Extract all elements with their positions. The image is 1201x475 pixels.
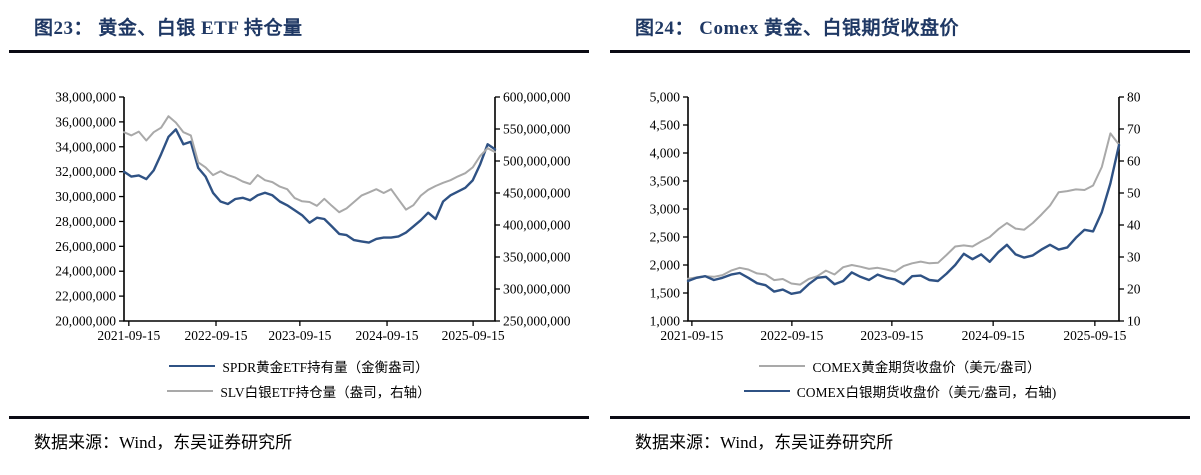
- left-axis-tick-label: 26,000,000: [55, 239, 116, 254]
- figure-24-title-rule: [610, 50, 1190, 53]
- figure-23: 图23： 黄金、白银 ETF 持仓量 38,000,000 36,000,000 3…: [9, 14, 589, 453]
- legend-label: COMEX白银期货收盘价（美元/盎司，右轴): [796, 384, 1057, 400]
- right-axis-tick-label: 400,000,000: [503, 218, 571, 233]
- right-axis-tick-label: 250,000,000: [503, 314, 571, 329]
- right-axis-tick-label: 450,000,000: [503, 186, 571, 201]
- x-axis-tick-label: 2022-09-15: [760, 328, 823, 343]
- figure-24-data-source: 数据来源：Wind，东吴证券研究所: [635, 433, 894, 452]
- series-line: [123, 115, 496, 214]
- legend-item-spdr-gold: SPDR黄金ETF持有量（金衡盎司）: [9, 353, 589, 378]
- figure-23-legend: SPDR黄金ETF持有量（金衡盎司） SLV白银ETF持仓量（盎司，右轴）: [9, 353, 589, 403]
- x-axis-tick-label: 2025-09-15: [442, 328, 505, 343]
- left-axis-tick-label: 20,000,000: [55, 314, 116, 329]
- left-axis-tick-label: 3,500: [650, 174, 681, 189]
- legend-item-comex-silver: COMEX白银期货收盘价（美元/盎司，右轴): [610, 378, 1190, 403]
- right-axis-tick-label: 70: [1127, 122, 1141, 137]
- left-axis-tick-label: 32,000,000: [55, 164, 116, 179]
- right-axis-tick-label: 20: [1127, 282, 1141, 297]
- left-axis-tick-label: 4,500: [650, 118, 681, 133]
- axis-frame: [687, 97, 1120, 322]
- etf-holdings-chart: 38,000,000 36,000,000 34,000,000 32,000,000…: [55, 90, 571, 344]
- right-axis-tick-label: 50: [1127, 186, 1141, 201]
- left-axis-tick-label: 2,000: [650, 258, 681, 273]
- legend-line-sample: [167, 389, 214, 392]
- legend-item-comex-gold: COMEX黄金期货收盘价（美元/盎司）: [610, 353, 1190, 378]
- x-axis-tick-label: 2021-09-15: [660, 328, 723, 343]
- left-axis-tick-label: 1,000: [650, 314, 681, 329]
- left-axis-tick-label: 2,500: [650, 230, 681, 245]
- figure-24-source-rule: [610, 416, 1190, 419]
- series-line: [122, 128, 497, 244]
- left-axis-tick-label: 22,000,000: [55, 289, 116, 304]
- left-axis-tick-label: 24,000,000: [55, 264, 116, 279]
- left-axis-tick-label: 36,000,000: [55, 114, 116, 129]
- left-axis-tick-label: 4,000: [650, 146, 681, 161]
- axis-frame: [123, 97, 496, 322]
- legend-item-slv-silver: SLV白银ETF持仓量（盎司，右轴）: [9, 378, 589, 403]
- x-axis-tick-label: 2022-09-15: [185, 328, 248, 343]
- left-axis-tick-label: 38,000,000: [55, 90, 116, 105]
- figure-23-title-rule: [9, 50, 589, 53]
- left-axis-tick-label: 1,500: [650, 286, 681, 301]
- left-axis-tick-label: 5,000: [650, 90, 681, 105]
- x-axis-tick-label: 2021-09-15: [97, 328, 160, 343]
- figure-24: 图24： Comex 黄金、白银期货收盘价 5,000 4,500 4,000 3,5…: [610, 14, 1190, 453]
- right-axis-tick-label: 60: [1127, 154, 1141, 169]
- x-axis-tick-label: 2023-09-15: [860, 328, 923, 343]
- figure-23-title: 图23： 黄金、白银 ETF 持仓量: [34, 18, 303, 39]
- legend-label: COMEX黄金期货收盘价（美元/盎司）: [812, 359, 1041, 375]
- right-axis-tick-label: 500,000,000: [503, 154, 571, 169]
- figure-24-title: 图24： Comex 黄金、白银期货收盘价: [635, 18, 959, 39]
- legend-line-sample: [759, 364, 806, 367]
- report-figures-row: 图23： 黄金、白银 ETF 持仓量 38,000,000 36,000,000 3…: [9, 14, 1190, 453]
- legend-label: SPDR黄金ETF持有量（金衡盎司）: [222, 359, 429, 375]
- right-axis-tick-label: 80: [1127, 90, 1141, 105]
- figure-23-source-rule: [9, 416, 589, 419]
- legend-line-sample: [169, 364, 216, 367]
- figure-24-legend: COMEX黄金期货收盘价（美元/盎司） COMEX白银期货收盘价（美元/盎司，右…: [610, 353, 1190, 403]
- x-axis-tick-label: 2025-09-15: [1063, 328, 1126, 343]
- right-axis-tick-label: 300,000,000: [503, 282, 571, 297]
- left-axis-tick-label: 3,000: [650, 202, 681, 217]
- x-axis-tick-label: 2024-09-15: [962, 328, 1025, 343]
- left-axis-tick-label: 34,000,000: [55, 139, 116, 154]
- left-axis-tick-label: 30,000,000: [55, 189, 116, 204]
- x-axis-tick-label: 2023-09-15: [268, 328, 331, 343]
- left-axis-tick-label: 28,000,000: [55, 214, 116, 229]
- comex-futures-chart: 5,000 4,500 4,000 3,500 3,000 2,500 2,000 1,500…: [650, 90, 1141, 344]
- figure-23-data-source: 数据来源：Wind，东吴证券研究所: [34, 433, 293, 452]
- series-line: [687, 132, 1120, 286]
- legend-label: SLV白银ETF持仓量（盎司，右轴）: [220, 384, 431, 400]
- right-axis-tick-label: 40: [1127, 218, 1141, 233]
- legend-line-sample: [743, 389, 790, 392]
- right-axis-tick-label: 350,000,000: [503, 250, 571, 265]
- right-axis-tick-label: 550,000,000: [503, 122, 571, 137]
- x-axis-tick-label: 2024-09-15: [356, 328, 419, 343]
- series-line: [686, 143, 1121, 296]
- right-axis-tick-label: 30: [1127, 250, 1141, 265]
- right-axis-tick-label: 600,000,000: [503, 90, 571, 105]
- right-axis-tick-label: 10: [1127, 314, 1141, 329]
